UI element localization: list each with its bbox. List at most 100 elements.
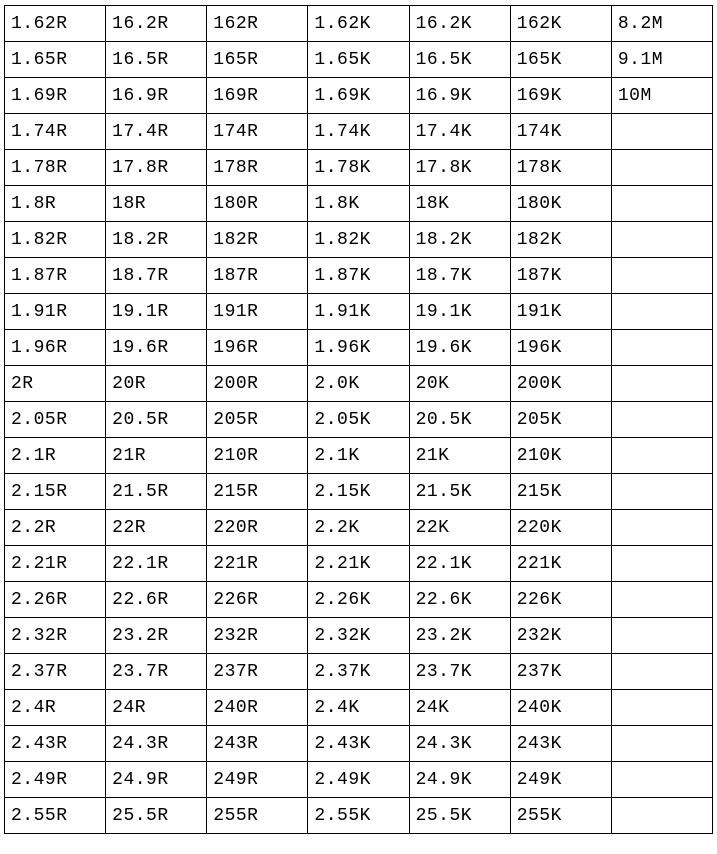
table-cell: 24.3R (106, 726, 207, 762)
table-cell: 200K (510, 366, 611, 402)
table-cell: 22.1R (106, 546, 207, 582)
table-cell: 22R (106, 510, 207, 546)
table-cell (611, 438, 712, 474)
table-cell: 16.9R (106, 78, 207, 114)
table-cell (611, 762, 712, 798)
table-cell: 178R (207, 150, 308, 186)
table-cell: 24.9K (409, 762, 510, 798)
table-cell: 2.49R (5, 762, 106, 798)
table-row: 1.96R19.6R196R1.96K19.6K196K (5, 330, 713, 366)
table-cell (611, 582, 712, 618)
table-cell: 2.32R (5, 618, 106, 654)
table-row: 2.2R22R220R2.2K22K220K (5, 510, 713, 546)
table-cell: 226R (207, 582, 308, 618)
table-cell: 174R (207, 114, 308, 150)
table-cell: 2.21R (5, 546, 106, 582)
table-cell: 20.5R (106, 402, 207, 438)
table-cell: 20.5K (409, 402, 510, 438)
table-cell (611, 726, 712, 762)
table-cell: 16.5R (106, 42, 207, 78)
table-cell: 2.43K (308, 726, 409, 762)
table-row: 2.15R21.5R215R2.15K21.5K215K (5, 474, 713, 510)
table-cell: 19.1R (106, 294, 207, 330)
table-cell: 24R (106, 690, 207, 726)
table-cell (611, 330, 712, 366)
table-cell: 1.82K (308, 222, 409, 258)
table-cell: 200R (207, 366, 308, 402)
table-cell: 2.1K (308, 438, 409, 474)
table-cell: 174K (510, 114, 611, 150)
table-cell: 220K (510, 510, 611, 546)
table-cell: 20K (409, 366, 510, 402)
table-row: 1.62R16.2R162R1.62K16.2K162K8.2M (5, 6, 713, 42)
table-cell: 18.2K (409, 222, 510, 258)
table-row: 1.91R19.1R191R1.91K19.1K191K (5, 294, 713, 330)
table-cell: 9.1M (611, 42, 712, 78)
table-row: 2.05R20.5R205R2.05K20.5K205K (5, 402, 713, 438)
table-cell (611, 222, 712, 258)
table-cell: 182R (207, 222, 308, 258)
table-cell: 215K (510, 474, 611, 510)
table-cell: 1.65K (308, 42, 409, 78)
table-cell: 23.2K (409, 618, 510, 654)
table-cell: 237K (510, 654, 611, 690)
table-cell: 180K (510, 186, 611, 222)
table-cell (611, 798, 712, 834)
table-cell: 2.15K (308, 474, 409, 510)
table-cell: 191R (207, 294, 308, 330)
table-cell: 1.91R (5, 294, 106, 330)
table-cell: 17.8R (106, 150, 207, 186)
table-cell: 162K (510, 6, 611, 42)
table-row: 1.87R18.7R187R1.87K18.7K187K (5, 258, 713, 294)
table-cell: 1.69K (308, 78, 409, 114)
table-cell: 17.8K (409, 150, 510, 186)
table-cell: 8.2M (611, 6, 712, 42)
table-cell: 16.5K (409, 42, 510, 78)
table-cell: 18R (106, 186, 207, 222)
table-cell (611, 510, 712, 546)
table-cell: 2.0K (308, 366, 409, 402)
table-cell: 249R (207, 762, 308, 798)
table-cell: 1.8K (308, 186, 409, 222)
table-row: 1.8R18R180R1.8K18K180K (5, 186, 713, 222)
table-cell: 243K (510, 726, 611, 762)
table-body: 1.62R16.2R162R1.62K16.2K162K8.2M1.65R16.… (5, 6, 713, 834)
table-cell (611, 150, 712, 186)
table-row: 2.21R22.1R221R2.21K22.1K221K (5, 546, 713, 582)
table-cell: 19.6R (106, 330, 207, 366)
table-cell: 240R (207, 690, 308, 726)
table-cell: 187K (510, 258, 611, 294)
table-cell (611, 294, 712, 330)
table-cell: 2.37K (308, 654, 409, 690)
table-row: 1.74R17.4R174R1.74K17.4K174K (5, 114, 713, 150)
table-cell: 21R (106, 438, 207, 474)
table-cell: 1.62K (308, 6, 409, 42)
table-cell: 196K (510, 330, 611, 366)
table-row: 2.1R21R210R2.1K21K210K (5, 438, 713, 474)
table-cell: 165R (207, 42, 308, 78)
table-cell: 24K (409, 690, 510, 726)
table-cell: 2.43R (5, 726, 106, 762)
table-cell: 165K (510, 42, 611, 78)
table-cell (611, 366, 712, 402)
table-cell (611, 402, 712, 438)
table-cell (611, 258, 712, 294)
table-cell: 2.26K (308, 582, 409, 618)
table-cell: 1.91K (308, 294, 409, 330)
table-cell: 255K (510, 798, 611, 834)
table-cell: 2.1R (5, 438, 106, 474)
table-cell (611, 546, 712, 582)
table-cell: 2.26R (5, 582, 106, 618)
table-cell: 1.69R (5, 78, 106, 114)
table-cell: 2.05R (5, 402, 106, 438)
table-cell: 210R (207, 438, 308, 474)
table-cell: 1.87K (308, 258, 409, 294)
table-cell (611, 114, 712, 150)
table-cell: 1.78R (5, 150, 106, 186)
table-cell: 20R (106, 366, 207, 402)
table-cell (611, 690, 712, 726)
table-cell: 21.5K (409, 474, 510, 510)
table-cell: 232K (510, 618, 611, 654)
table-row: 2.37R23.7R237R2.37K23.7K237K (5, 654, 713, 690)
table-cell: 1.82R (5, 222, 106, 258)
